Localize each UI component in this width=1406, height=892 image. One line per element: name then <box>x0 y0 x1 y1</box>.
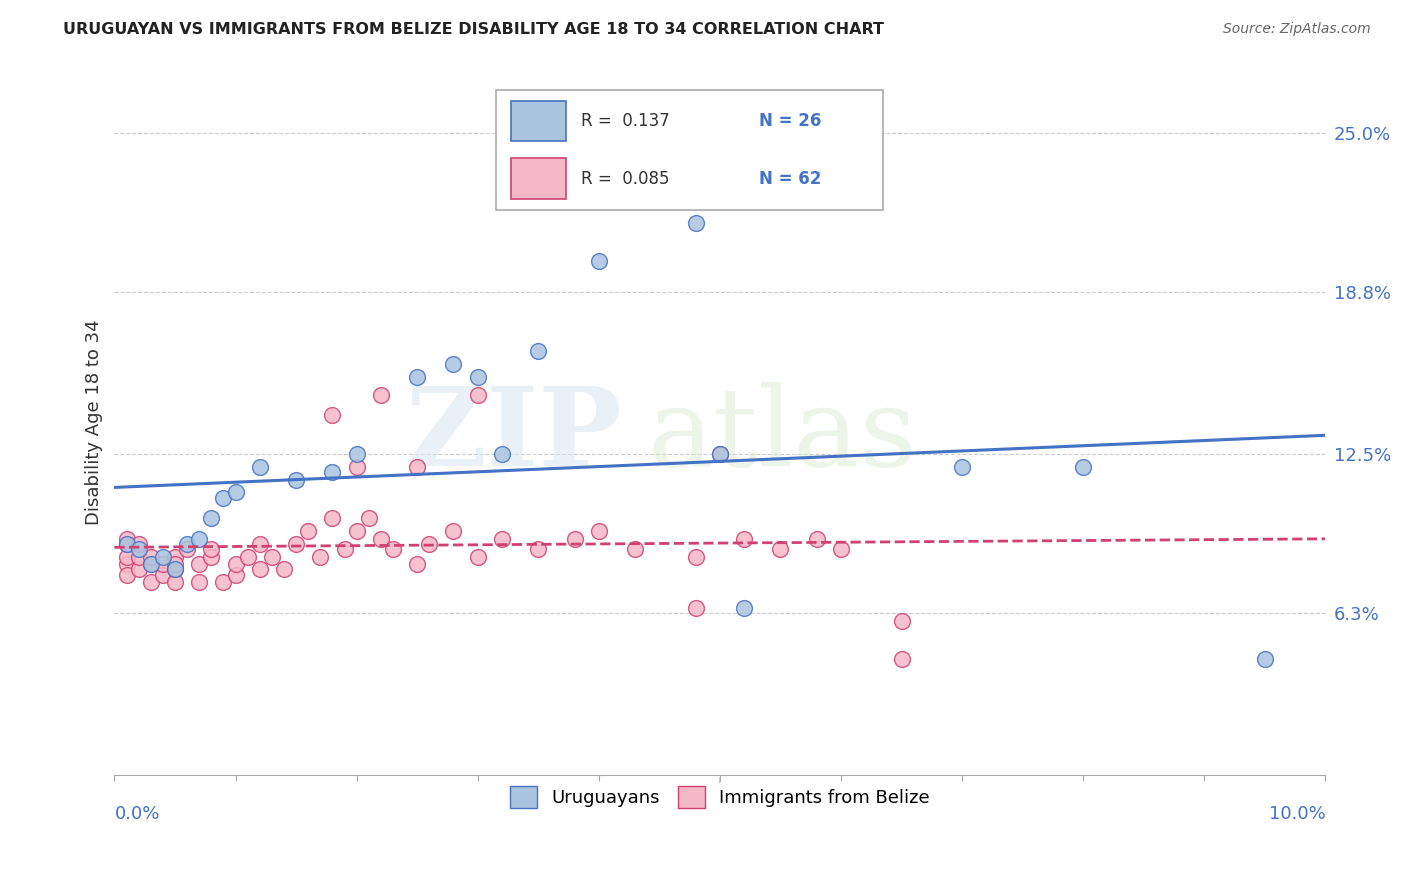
Point <box>769 541 792 556</box>
Point <box>249 537 271 551</box>
Point <box>212 575 235 590</box>
Text: 10.0%: 10.0% <box>1268 805 1326 823</box>
Point <box>128 537 150 551</box>
Text: URUGUAYAN VS IMMIGRANTS FROM BELIZE DISABILITY AGE 18 TO 34 CORRELATION CHART: URUGUAYAN VS IMMIGRANTS FROM BELIZE DISA… <box>63 22 884 37</box>
Point <box>685 216 707 230</box>
Point <box>406 459 429 474</box>
Point <box>115 532 138 546</box>
Point <box>115 558 138 572</box>
Point <box>152 549 174 564</box>
Point <box>297 524 319 538</box>
Point <box>188 558 211 572</box>
Point <box>249 562 271 576</box>
Point <box>527 541 550 556</box>
Point <box>163 562 186 576</box>
Text: Source: ZipAtlas.com: Source: ZipAtlas.com <box>1223 22 1371 37</box>
Point <box>321 465 343 479</box>
Y-axis label: Disability Age 18 to 34: Disability Age 18 to 34 <box>86 319 103 524</box>
Point <box>443 357 465 371</box>
Point <box>188 575 211 590</box>
Point <box>321 511 343 525</box>
Point <box>212 491 235 505</box>
Point <box>1071 459 1094 474</box>
Point <box>225 485 247 500</box>
Point <box>285 537 308 551</box>
Point <box>491 447 513 461</box>
Point <box>685 549 707 564</box>
Point <box>890 614 912 628</box>
Point <box>200 511 222 525</box>
Point <box>370 388 392 402</box>
Point <box>418 537 440 551</box>
Point <box>406 369 429 384</box>
Point <box>128 549 150 564</box>
Point <box>370 532 392 546</box>
Point <box>139 549 162 564</box>
Point <box>128 562 150 576</box>
Text: 0.0%: 0.0% <box>114 805 160 823</box>
Point <box>950 459 973 474</box>
Point <box>128 541 150 556</box>
Point <box>115 537 138 551</box>
Point <box>467 369 489 384</box>
Point <box>115 549 138 564</box>
Point <box>249 459 271 474</box>
Point <box>115 537 138 551</box>
Point <box>152 567 174 582</box>
Point <box>163 562 186 576</box>
Point <box>225 567 247 582</box>
Point <box>260 549 283 564</box>
Point <box>346 524 368 538</box>
Point <box>236 549 259 564</box>
Point <box>733 601 755 615</box>
Point <box>200 541 222 556</box>
Point <box>200 549 222 564</box>
Point <box>285 473 308 487</box>
Point <box>176 537 198 551</box>
Point <box>139 558 162 572</box>
Point <box>685 601 707 615</box>
Point <box>309 549 332 564</box>
Text: ZIP: ZIP <box>406 383 623 490</box>
Text: atlas: atlas <box>647 383 917 490</box>
Point <box>709 447 731 461</box>
Point <box>527 344 550 359</box>
Point <box>890 652 912 666</box>
Point <box>588 254 610 268</box>
Point <box>163 549 186 564</box>
Point <box>115 567 138 582</box>
Point <box>588 524 610 538</box>
Point <box>139 575 162 590</box>
Point <box>163 575 186 590</box>
Point <box>346 447 368 461</box>
Point <box>381 541 404 556</box>
Point <box>806 532 828 546</box>
Point <box>188 532 211 546</box>
Point <box>139 558 162 572</box>
Point <box>225 558 247 572</box>
Point <box>357 511 380 525</box>
Point <box>273 562 295 576</box>
Point <box>406 558 429 572</box>
Point <box>733 532 755 546</box>
Point <box>830 541 852 556</box>
Point <box>163 558 186 572</box>
Point <box>321 409 343 423</box>
Point <box>333 541 356 556</box>
Point <box>467 388 489 402</box>
Point <box>709 447 731 461</box>
Point <box>1254 652 1277 666</box>
Point <box>564 532 586 546</box>
Point <box>443 524 465 538</box>
Point <box>152 558 174 572</box>
Point <box>491 532 513 546</box>
Point <box>467 549 489 564</box>
Point <box>624 541 647 556</box>
Point <box>346 459 368 474</box>
Legend: Uruguayans, Immigrants from Belize: Uruguayans, Immigrants from Belize <box>502 779 938 815</box>
Point <box>176 541 198 556</box>
